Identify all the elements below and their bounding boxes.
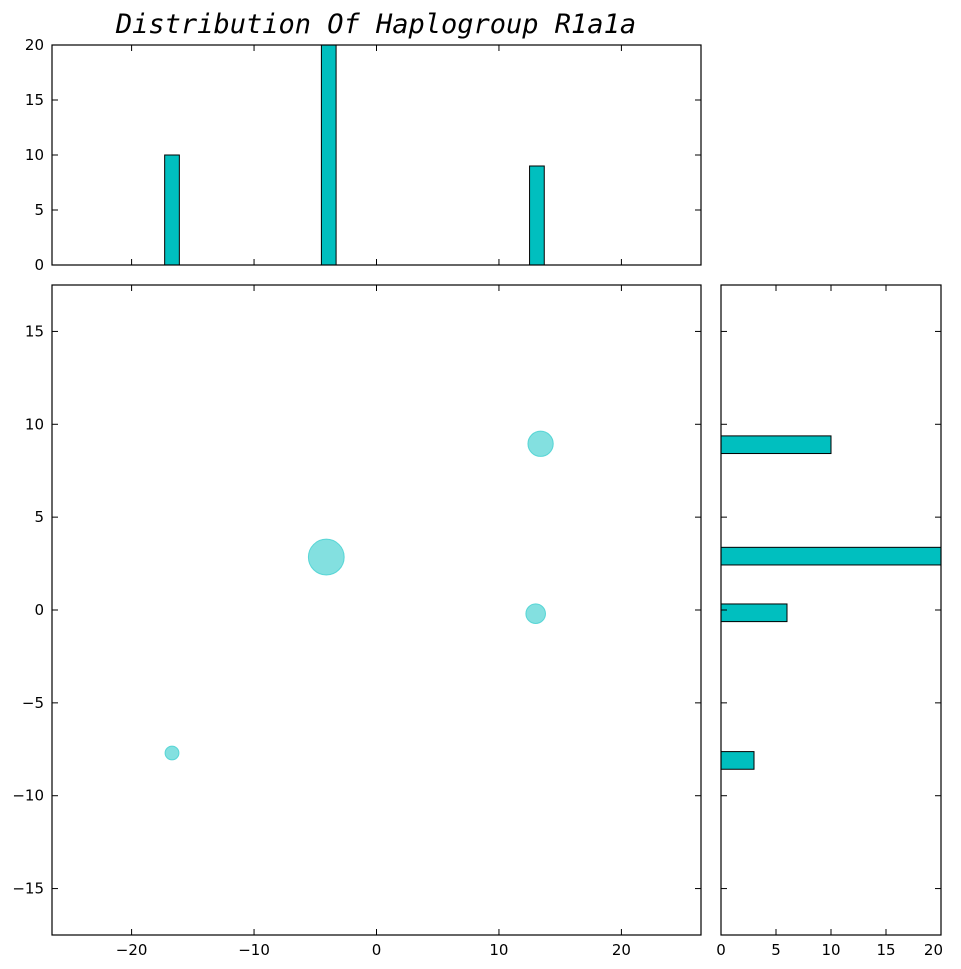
- top-histogram-frame: [51, 44, 702, 266]
- y-tick-label: 15: [25, 322, 44, 340]
- x-tick-label: −20: [116, 941, 148, 959]
- right-x-tick-label: 10: [821, 941, 840, 959]
- scatter-point: [525, 603, 546, 625]
- y-tick-label: 10: [25, 415, 44, 433]
- y-tick-label: −15: [12, 880, 44, 898]
- top-histogram-bar: [320, 44, 337, 266]
- right-histogram-bar: [720, 546, 942, 566]
- scatter-point: [164, 745, 180, 761]
- top-y-tick-label: 15: [25, 91, 44, 109]
- y-tick-label: −10: [12, 787, 44, 805]
- right-x-tick-label: 5: [771, 941, 781, 959]
- top-y-tick-label: 20: [25, 36, 44, 54]
- x-tick-label: −10: [238, 941, 270, 959]
- top-histogram-bar: [529, 165, 545, 266]
- right-histogram-bar: [720, 603, 788, 623]
- right-histogram: 0 5 10 15 20: [716, 284, 943, 959]
- right-histogram-bar: [720, 435, 832, 455]
- right-histogram-bar: [720, 751, 755, 770]
- scatter-plot: −20 −10 0 10 20 −15 −10 −5 0 5 10 15: [12, 284, 702, 959]
- top-y-tick-label: 0: [34, 256, 44, 274]
- y-tick-label: −5: [22, 694, 44, 712]
- top-histogram: 0 5 10 15 20: [25, 36, 702, 274]
- top-histogram-bar: [164, 154, 180, 266]
- x-tick-label: 10: [489, 941, 508, 959]
- right-x-tick-label: 15: [876, 941, 895, 959]
- scatter-point: [527, 430, 554, 457]
- chart-title: Distribution Of Haplogroup R1a1a: [115, 9, 636, 40]
- top-y-tick-label: 5: [34, 201, 44, 219]
- scatter-point: [307, 538, 345, 576]
- y-tick-label: 5: [34, 508, 44, 526]
- right-x-tick-label: 20: [924, 941, 943, 959]
- top-y-tick-label: 10: [25, 146, 44, 164]
- right-x-tick-label: 0: [716, 941, 726, 959]
- scatter-frame: [51, 284, 702, 936]
- x-tick-label: 20: [612, 941, 631, 959]
- x-tick-label: 0: [372, 941, 382, 959]
- y-tick-label: 0: [34, 601, 44, 619]
